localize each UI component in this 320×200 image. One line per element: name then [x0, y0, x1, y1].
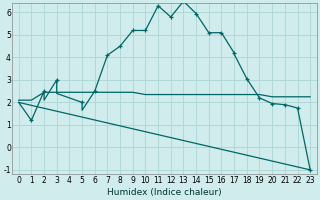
X-axis label: Humidex (Indice chaleur): Humidex (Indice chaleur): [107, 188, 222, 197]
